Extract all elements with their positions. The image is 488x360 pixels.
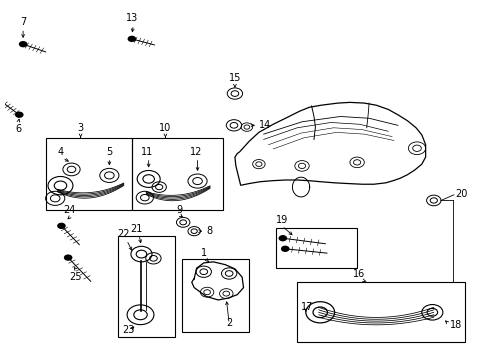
- Text: 23: 23: [122, 324, 134, 334]
- Text: 21: 21: [130, 224, 142, 234]
- Bar: [275, 228, 356, 268]
- Text: 19: 19: [275, 215, 287, 225]
- Text: 2: 2: [225, 318, 232, 328]
- Bar: [117, 237, 175, 337]
- Text: 4: 4: [57, 147, 63, 157]
- Text: 25: 25: [69, 272, 82, 282]
- Bar: [45, 138, 132, 210]
- Circle shape: [280, 246, 289, 252]
- Text: 18: 18: [448, 320, 461, 330]
- Circle shape: [15, 112, 23, 118]
- Text: 14: 14: [258, 120, 270, 130]
- Circle shape: [278, 235, 286, 242]
- Circle shape: [127, 36, 136, 42]
- Circle shape: [19, 41, 27, 48]
- Text: 3: 3: [78, 123, 83, 134]
- Text: 24: 24: [63, 205, 76, 215]
- Text: 11: 11: [141, 147, 153, 157]
- Text: 7: 7: [20, 17, 26, 27]
- Text: 12: 12: [190, 147, 203, 157]
- Text: 15: 15: [228, 73, 241, 83]
- Text: 5: 5: [106, 147, 112, 157]
- Bar: [297, 282, 464, 342]
- Text: 20: 20: [454, 189, 467, 199]
- Text: 17: 17: [301, 302, 313, 312]
- Circle shape: [64, 255, 72, 261]
- Circle shape: [57, 223, 65, 229]
- Text: 13: 13: [125, 13, 138, 23]
- Text: 10: 10: [159, 123, 171, 134]
- Text: 1: 1: [200, 248, 206, 258]
- Text: 22: 22: [117, 229, 130, 239]
- Text: 16: 16: [353, 270, 365, 279]
- Text: 8: 8: [206, 226, 212, 236]
- Bar: [132, 138, 223, 210]
- Text: 9: 9: [176, 205, 183, 215]
- Bar: [182, 259, 249, 332]
- Text: 6: 6: [15, 123, 21, 134]
